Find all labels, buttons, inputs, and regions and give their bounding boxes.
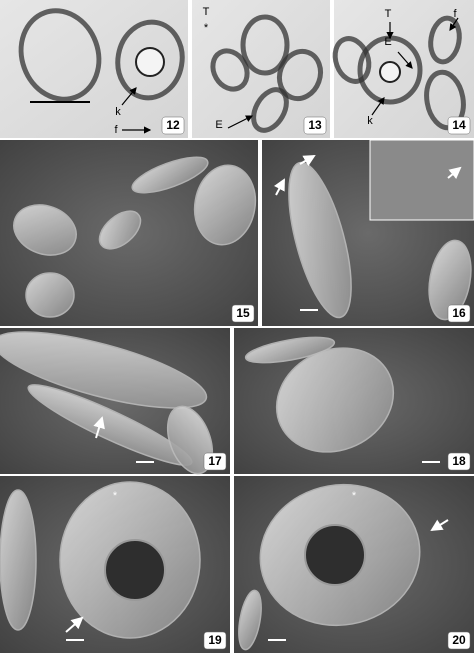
arrow — [371, 97, 385, 116]
panel-label: E — [384, 36, 391, 48]
cell — [13, 204, 77, 256]
panel: 17 — [0, 328, 230, 475]
panel-label: k — [367, 115, 373, 127]
cell — [240, 14, 290, 76]
panel-number: 19 — [208, 633, 222, 647]
cell — [0, 489, 37, 631]
panel-label: E — [215, 119, 222, 131]
cell-hole — [379, 61, 401, 83]
arrow — [227, 115, 254, 129]
panel-number: 18 — [452, 454, 466, 468]
panel-label: * — [113, 490, 118, 502]
cell — [25, 272, 75, 318]
number-badge — [447, 631, 471, 650]
arrow — [93, 416, 105, 439]
micrograph — [334, 0, 474, 138]
number-badge — [203, 631, 227, 650]
panel-label: T — [385, 8, 392, 20]
cell — [332, 36, 372, 84]
panel-label: * — [204, 22, 209, 34]
cell — [288, 161, 352, 319]
cell — [18, 8, 102, 102]
cell — [0, 331, 208, 409]
cell — [166, 405, 214, 475]
panel-number: 15 — [236, 306, 250, 320]
number-badge — [303, 116, 327, 135]
panel-number: 12 — [166, 118, 180, 132]
panel-number: 13 — [308, 118, 322, 132]
arrow — [397, 51, 413, 69]
arrow — [274, 178, 285, 196]
panel: * 19 — [0, 476, 230, 653]
panel-label: k — [115, 106, 121, 118]
cell — [428, 15, 462, 65]
number-badge — [231, 304, 255, 323]
arrow — [121, 87, 137, 106]
cell — [244, 336, 336, 364]
inset — [369, 139, 474, 221]
panel: T Ek f 14 — [332, 0, 474, 138]
cell — [238, 589, 262, 651]
number-badge — [447, 452, 471, 471]
number-badge — [203, 452, 227, 471]
panel: T * E 13 — [192, 0, 330, 138]
number-badge — [447, 304, 471, 323]
cell — [115, 19, 185, 101]
cell-hole — [104, 539, 166, 601]
cell — [193, 164, 257, 246]
panel: 16 — [262, 139, 474, 326]
number-badge — [447, 116, 471, 135]
arrow — [299, 155, 316, 167]
panel-label: f — [453, 8, 457, 20]
cell — [428, 239, 472, 321]
panel: kf 12 — [0, 0, 188, 138]
cell — [131, 156, 209, 194]
cell-hole — [135, 47, 165, 77]
panel: * 20 — [234, 476, 474, 653]
number-badge — [161, 116, 185, 135]
arrow — [430, 519, 449, 532]
panel-number: 20 — [452, 633, 466, 647]
cell — [98, 210, 142, 250]
panel-number: 17 — [208, 454, 222, 468]
panel-label: f — [114, 124, 118, 136]
arrow — [449, 17, 459, 31]
panel-label: T — [203, 6, 210, 18]
panel: 18 — [234, 328, 474, 474]
panel: 15 — [0, 140, 258, 326]
cell-hole — [304, 524, 366, 586]
cell — [251, 87, 289, 133]
arrow — [447, 166, 462, 180]
panel-number: 16 — [452, 306, 466, 320]
cell — [210, 48, 250, 92]
panel-label: * — [352, 490, 357, 502]
panel-number: 14 — [452, 118, 466, 132]
arrow — [65, 616, 84, 633]
cell — [276, 48, 324, 102]
